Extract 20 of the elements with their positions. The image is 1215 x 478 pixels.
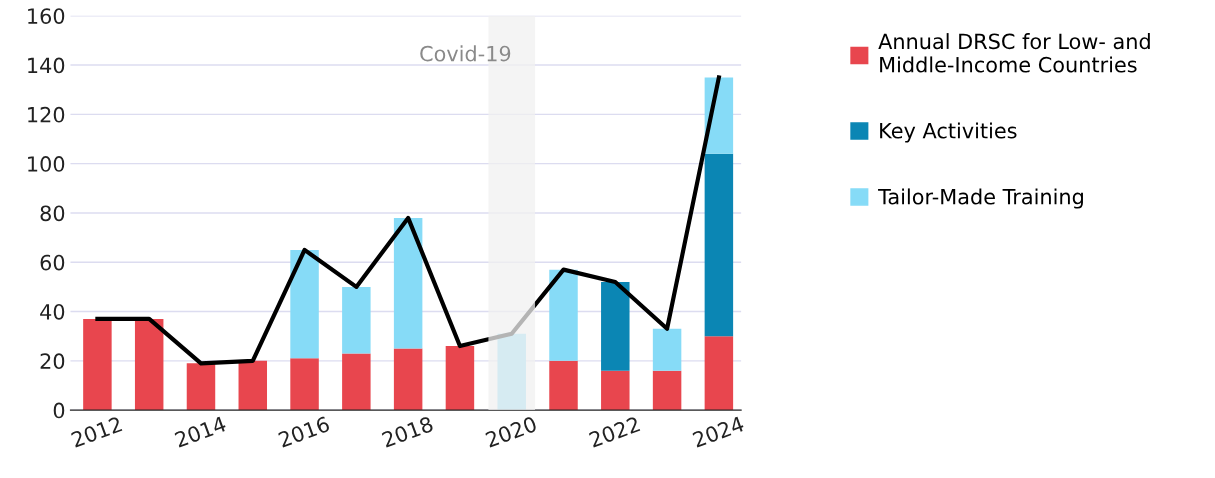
y-tick-label: 120 (28, 106, 65, 123)
y-tick-label: 100 (28, 156, 65, 172)
x-tick-label: 2016 (277, 415, 331, 448)
legend-label: Key Activities (880, 122, 1017, 143)
x-tick-label: 2020 (484, 415, 538, 448)
y-tick-label: 140 (28, 57, 65, 74)
y-tick-label: 20 (40, 353, 65, 370)
x-tick-label: 2018 (381, 415, 434, 448)
y-tick-label: 0 (53, 402, 65, 419)
x-tick-label: 2022 (588, 416, 641, 448)
x-tick-label: 2014 (174, 415, 227, 448)
y-tick-label: 160 (28, 8, 65, 24)
x-tick-label: 2012 (70, 416, 123, 448)
legend-label: Tailor-Made Training (878, 188, 1083, 209)
y-tick-label: 80 (40, 205, 65, 222)
legend-label: Annual DRSC for Low- and Middle-Income Countries (878, 33, 1150, 73)
y-tick-label: 40 (40, 303, 65, 320)
y-tick-label: 60 (40, 254, 65, 271)
x-tick-label: 2024 (692, 415, 745, 448)
band-label: Covid-19 (420, 45, 511, 62)
